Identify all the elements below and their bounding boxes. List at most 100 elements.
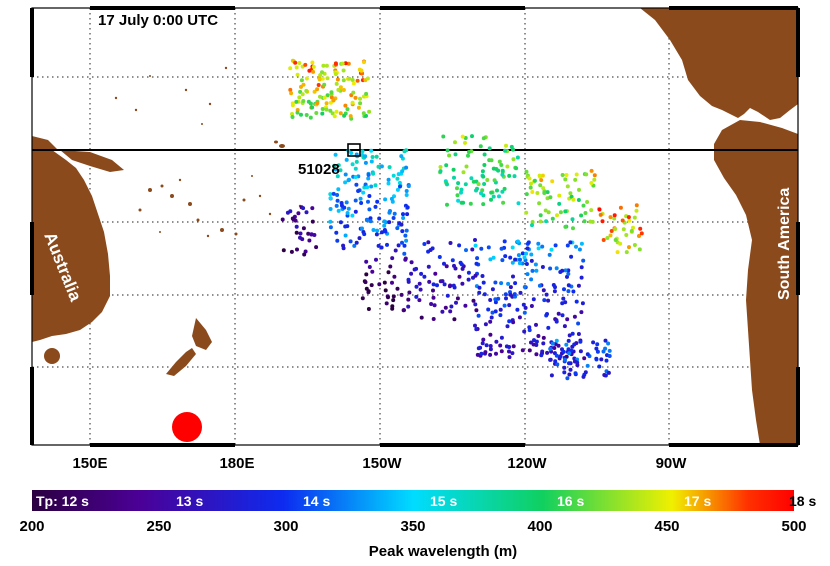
swell-dot xyxy=(334,230,339,235)
swell-dot xyxy=(367,207,372,212)
swell-dot xyxy=(344,200,349,205)
swell-dot xyxy=(290,103,295,108)
swell-dot xyxy=(525,272,530,277)
swell-dot xyxy=(537,283,542,288)
swell-dot xyxy=(560,313,565,318)
swell-dot xyxy=(483,322,488,327)
swell-dot xyxy=(561,296,566,301)
swell-dot xyxy=(629,229,634,233)
swell-dot xyxy=(549,373,554,378)
swell-dot xyxy=(335,174,340,179)
swell-dot xyxy=(460,134,465,139)
swell-dot xyxy=(396,243,401,248)
swell-dot xyxy=(522,329,527,334)
swell-dot xyxy=(504,296,508,301)
swell-dot xyxy=(392,211,397,216)
swell-dot xyxy=(560,301,565,306)
swell-dot xyxy=(453,266,458,271)
swell-dot xyxy=(552,289,557,294)
swell-dot xyxy=(289,249,294,254)
swell-dot xyxy=(374,257,378,262)
swell-dot xyxy=(442,282,447,287)
swell-dot xyxy=(516,253,521,258)
swell-dot xyxy=(304,76,309,81)
swell-dot xyxy=(470,247,475,252)
swell-dot xyxy=(631,225,635,230)
swell-dot xyxy=(479,246,484,251)
swell-dot xyxy=(300,237,305,242)
swell-dot xyxy=(438,169,443,174)
swell-dot xyxy=(500,189,505,194)
swell-dot xyxy=(585,200,590,204)
swell-dot xyxy=(546,298,551,303)
swell-dot xyxy=(582,219,587,224)
swell-dot xyxy=(334,81,339,86)
swell-dot xyxy=(514,166,519,171)
swell-dot xyxy=(301,206,306,211)
period-label-14: 14 s xyxy=(303,493,330,509)
swell-dot xyxy=(306,231,311,236)
swell-dot xyxy=(563,177,568,182)
swell-dot xyxy=(515,307,520,312)
swell-dot xyxy=(377,282,382,287)
swell-dot xyxy=(383,288,388,293)
swell-dot xyxy=(605,236,610,240)
swell-dot xyxy=(476,313,481,318)
swell-dot xyxy=(554,319,559,324)
swell-dot xyxy=(518,290,523,295)
swell-dot xyxy=(488,257,493,262)
swell-dot xyxy=(437,255,442,259)
swell-dot xyxy=(314,245,319,250)
lon-label-150e: 150E xyxy=(72,455,107,472)
swell-dot xyxy=(558,210,563,215)
swell-dot xyxy=(334,203,339,208)
swell-dot xyxy=(445,202,449,207)
swell-dot xyxy=(503,148,507,153)
swell-dot xyxy=(310,206,315,211)
swell-dot xyxy=(383,197,388,202)
swell-dot xyxy=(336,208,341,213)
swell-dot xyxy=(492,178,497,183)
swell-dot xyxy=(475,352,480,357)
swell-dot xyxy=(300,92,305,97)
swell-dot xyxy=(613,227,618,231)
swell-dot xyxy=(481,337,486,342)
swell-dot xyxy=(497,159,502,164)
swell-dot xyxy=(632,243,637,247)
swell-dot xyxy=(345,211,350,215)
swell-dot xyxy=(426,240,431,245)
swell-dot xyxy=(526,240,531,245)
swell-dot xyxy=(554,353,559,358)
swell-dot xyxy=(318,73,323,78)
period-label-16: 16 s xyxy=(557,493,584,509)
swell-dot xyxy=(438,279,443,284)
swell-dot xyxy=(400,240,404,245)
colorbar: Tp: 12 s 13 s 14 s 15 s 16 s 17 s 18 s 2… xyxy=(19,490,816,560)
swell-dot xyxy=(475,186,479,191)
swell-dot xyxy=(310,60,315,65)
swell-dot xyxy=(431,317,436,321)
swell-dot xyxy=(575,360,580,365)
swell-dot xyxy=(550,341,555,346)
colorbar-gradient xyxy=(32,490,794,511)
swell-dot xyxy=(517,261,522,266)
swell-dot xyxy=(597,364,602,369)
swell-dot xyxy=(508,255,513,260)
swell-dot xyxy=(634,208,639,213)
swell-dot xyxy=(404,238,409,243)
swell-dot xyxy=(350,213,355,218)
swell-dot xyxy=(463,136,468,140)
swell-dot xyxy=(600,219,605,224)
swell-dot xyxy=(470,134,474,139)
swell-dot xyxy=(295,110,300,115)
swell-dot xyxy=(312,89,317,94)
swell-dot xyxy=(548,346,553,351)
wavelength-tick-250: 250 xyxy=(146,518,171,535)
swell-dot xyxy=(537,201,542,206)
swell-dot xyxy=(342,205,347,210)
swell-dot xyxy=(585,352,590,357)
swell-dot xyxy=(466,150,471,154)
swell-dot xyxy=(560,173,565,177)
swell-dot xyxy=(530,268,535,273)
swell-dot xyxy=(299,112,303,117)
